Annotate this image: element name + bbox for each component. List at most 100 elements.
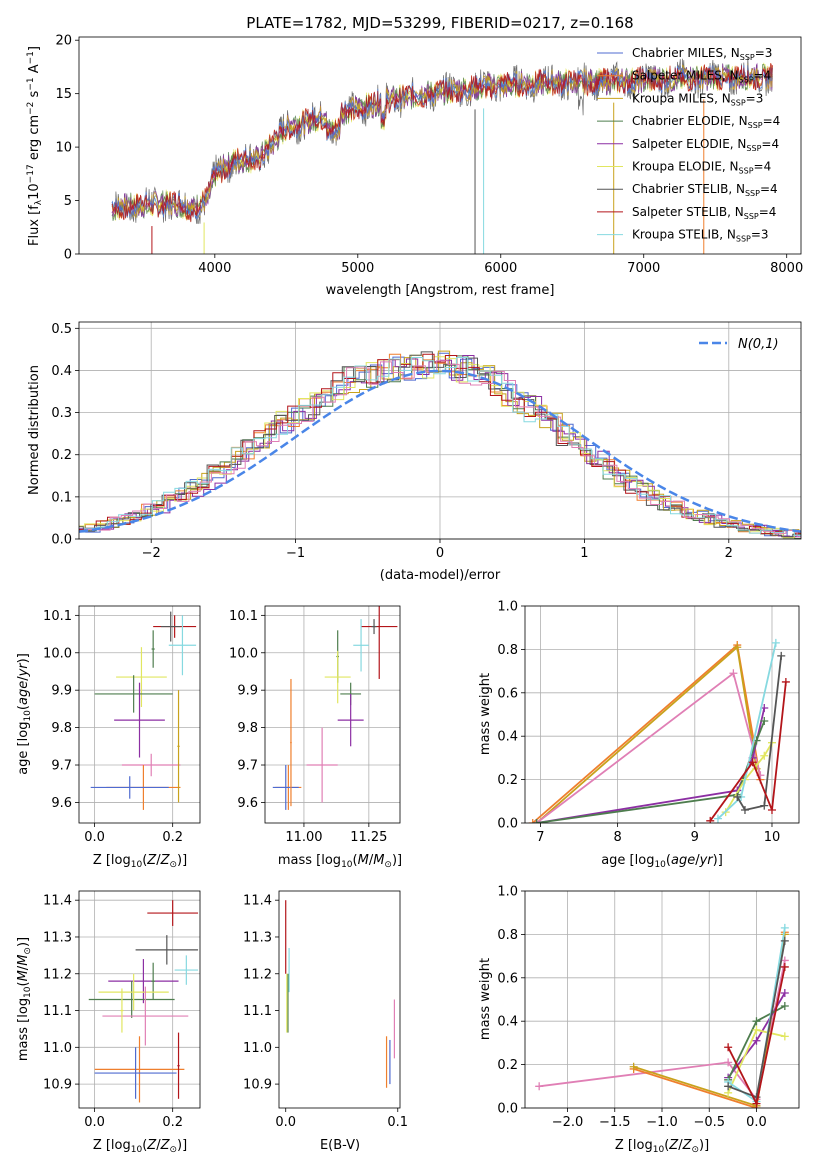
label-part: age <box>16 681 31 705</box>
label-part: / <box>16 965 31 970</box>
y-tick-label: 11.4 <box>43 894 72 909</box>
x-tick-label: 8 <box>613 830 621 845</box>
legend-model: Chabrier ELODIE <box>632 114 731 128</box>
weight-marker <box>771 638 780 647</box>
legend-entry: Chabrier MILES, NSSP=3 <box>632 46 772 62</box>
y-tick-label: 10.9 <box>43 1078 72 1093</box>
y-axis-label: Normed distribution <box>27 365 42 495</box>
label-part: Z <box>668 1138 679 1153</box>
y-tick-label: 11.2 <box>243 967 272 982</box>
axes-frame <box>278 890 401 1109</box>
plot-area <box>88 900 199 1103</box>
legend-n: , N <box>722 160 739 174</box>
weight-marker <box>752 1036 761 1045</box>
y-tick-label: 9.6 <box>51 796 72 811</box>
y-tick-label: 0 <box>64 248 72 263</box>
legend-eq: = <box>754 160 764 174</box>
legend-sub: SSP <box>736 235 751 244</box>
weight-marker <box>780 988 789 997</box>
x-axis-label: Z [log10(Z/Z⊙)] <box>93 1138 187 1155</box>
weight-marker <box>724 1043 733 1052</box>
weight-line <box>736 655 783 812</box>
spectrum-line <box>111 63 773 223</box>
label-part: age [log <box>601 853 654 868</box>
legend: N(0,1) <box>699 337 779 352</box>
weight-marker <box>706 816 715 823</box>
weight-marker <box>780 936 789 945</box>
legend-eq: = <box>746 91 756 105</box>
label-part: erg cm <box>27 115 42 164</box>
y-tick-label: 0.8 <box>497 643 518 658</box>
x-tick-label: 10 <box>764 830 781 845</box>
weight-marker <box>532 819 541 823</box>
y-tick-label: 0.0 <box>497 1102 518 1117</box>
y-tick-label: 9.8 <box>237 721 258 736</box>
panel-residuals: −2 −1 0 1 2 0.0 0.1 0.2 0.3 0.4 0.5 <box>51 321 802 561</box>
label-part: Z [log <box>93 1138 131 1153</box>
weight-marker <box>767 805 776 814</box>
panel-z_weight: −2.0 −1.5 −1.0 −0.5 0.0 0.0 0.2 0.4 0.6 0.8 1.0 <box>497 885 800 1130</box>
legend-model: Salpeter MILES <box>632 69 722 83</box>
label-part: Z <box>146 853 157 868</box>
legend-nssp: 4 <box>770 182 778 196</box>
weight-marker <box>780 1002 789 1011</box>
legend-nssp: 4 <box>771 137 779 151</box>
label-part: M <box>373 853 384 868</box>
axes-frame <box>78 321 802 540</box>
x-tick-label: −0.5 <box>693 1115 725 1130</box>
chart-title: PLATE=1782, MJD=53299, FIBERID=0217, z=0… <box>246 14 633 32</box>
label-part: M <box>16 970 31 981</box>
weight-marker <box>733 643 742 652</box>
label-part: 10 <box>654 860 666 870</box>
plot-area <box>528 638 790 823</box>
plot-area <box>90 611 197 810</box>
legend-nssp: 4 <box>769 205 777 219</box>
label-part: M <box>358 853 369 868</box>
x-tick-label: 2 <box>725 546 733 561</box>
label-part: ( <box>666 853 671 868</box>
y-tick-label: 11.1 <box>43 1004 72 1019</box>
x-tick-label: 0 <box>436 546 444 561</box>
y-tick-label: 10.0 <box>43 646 72 661</box>
label-part: / <box>695 853 700 868</box>
legend-entry: Kroupa STELIB, NSSP=3 <box>632 228 769 244</box>
label-part: ( <box>142 1138 147 1153</box>
y-tick-label: 20 <box>55 34 72 49</box>
weight-marker <box>733 792 742 801</box>
histogram-step <box>79 354 801 539</box>
label-part: )] <box>392 853 402 868</box>
y-tick-label: 9.7 <box>51 759 72 774</box>
axes-frame <box>78 36 802 255</box>
weight-marker <box>780 962 789 971</box>
label-part: 10 <box>27 183 42 200</box>
label-part: Z [log <box>93 853 131 868</box>
weight-marker <box>780 1032 789 1041</box>
y-tick-label: 9.7 <box>237 759 258 774</box>
y-tick-label: 11.0 <box>243 1041 272 1056</box>
x-tick-label: 0.2 <box>162 830 183 845</box>
label-part: ⊙ <box>23 947 33 955</box>
panel-z_mass: 0.0 0.2 10.9 11.0 11.1 11.2 11.3 11.4 <box>43 890 201 1130</box>
legend-n: , N <box>719 228 736 242</box>
weight-marker <box>760 751 769 760</box>
legend-eq: = <box>759 205 769 219</box>
label-part: −17 <box>26 164 36 183</box>
y-tick-label: 0.2 <box>51 448 72 463</box>
label-part: age <box>671 853 695 868</box>
legend-sub: SSP <box>739 76 754 85</box>
label-part: ( <box>664 1138 669 1153</box>
weight-marker <box>740 805 749 814</box>
legend-n: , N <box>722 69 739 83</box>
y-tick-label: 0.6 <box>497 971 518 986</box>
label-part: ( <box>142 853 147 868</box>
weight-marker <box>535 1082 544 1091</box>
plot-area <box>272 606 398 810</box>
x-tick-label: 0.0 <box>84 830 105 845</box>
legend-entry: Chabrier STELIB, NSSP=4 <box>632 182 778 198</box>
legend-entry: Kroupa MILES, NSSP=3 <box>632 91 763 107</box>
legend-nssp: 3 <box>761 228 769 242</box>
plot-area <box>535 923 789 1108</box>
label-part: Z <box>682 1138 693 1153</box>
x-tick-label: −2.0 <box>552 1115 584 1130</box>
label-part: 10 <box>131 860 143 870</box>
